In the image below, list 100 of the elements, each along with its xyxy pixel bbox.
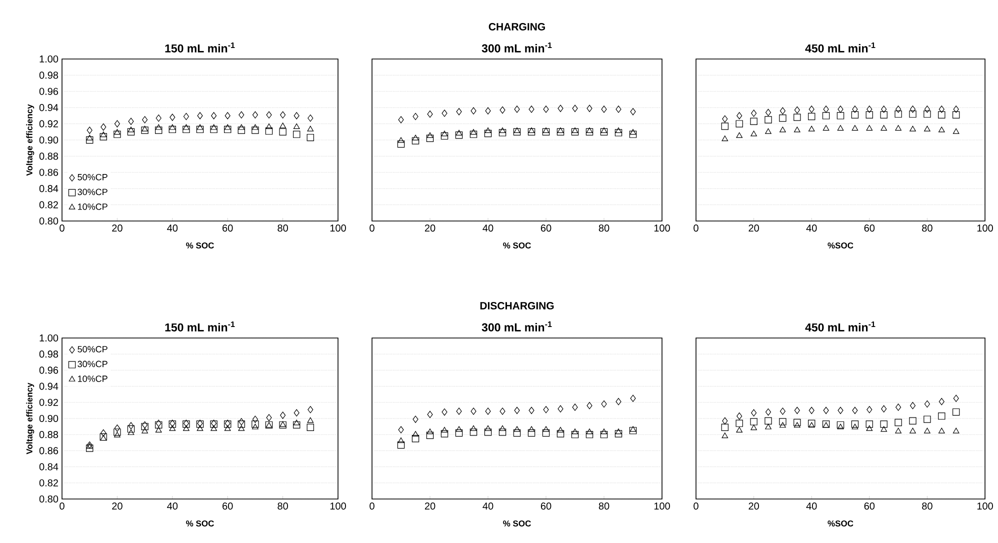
- y-tick-label: 0.82: [39, 479, 58, 486]
- point: [412, 430, 419, 437]
- point: [851, 420, 859, 428]
- chart-subtitle: 300 mL min$^{-1}$: [482, 42, 552, 52]
- point: [183, 112, 189, 120]
- point: [238, 418, 244, 426]
- point: [128, 126, 134, 132]
- point: [293, 123, 300, 129]
- point: [910, 106, 916, 113]
- point: [455, 429, 463, 437]
- point: [722, 115, 728, 123]
- y-tick-label: 0.92: [39, 120, 58, 128]
- point: [427, 110, 433, 118]
- legend-label: 10%CP: [78, 204, 108, 210]
- point: [293, 420, 300, 426]
- y-tick-label: 0.98: [39, 350, 58, 358]
- point: [765, 108, 772, 116]
- point: [557, 127, 564, 134]
- point: [600, 428, 608, 434]
- point: [780, 107, 786, 114]
- point: [528, 429, 536, 437]
- point: [895, 125, 902, 131]
- point: [528, 406, 534, 414]
- point: [397, 140, 405, 148]
- point: [128, 422, 134, 430]
- point: [750, 418, 758, 426]
- y-tick-label: 0.96: [39, 88, 58, 95]
- point: [470, 408, 476, 415]
- point: [127, 425, 135, 433]
- point: [100, 433, 108, 441]
- point: [114, 428, 121, 436]
- point: [514, 406, 520, 414]
- point: [210, 126, 218, 134]
- point: [456, 426, 462, 432]
- x-tick-label: 20: [424, 224, 436, 232]
- point: [837, 424, 844, 430]
- point: [880, 125, 888, 131]
- point: [183, 124, 190, 130]
- point: [470, 425, 477, 431]
- legend-label: 30%CP: [78, 188, 108, 196]
- point: [196, 124, 204, 130]
- point: [252, 124, 258, 130]
- point: [155, 126, 162, 134]
- point: [924, 110, 931, 118]
- y-axis-title: Voltage efficiency: [26, 104, 34, 176]
- point: [722, 136, 728, 142]
- x-tick-label: 60: [222, 502, 233, 510]
- point: [851, 111, 859, 118]
- point: [127, 128, 135, 136]
- point: [514, 127, 520, 134]
- point: [837, 125, 844, 131]
- legend-label: 10%CP: [78, 376, 108, 382]
- point: [155, 421, 162, 429]
- x-tick-label: 40: [482, 502, 494, 510]
- x-tick-label: 20: [748, 224, 759, 232]
- point: [266, 111, 272, 118]
- point: [601, 106, 607, 113]
- point: [211, 112, 217, 120]
- x-axis-title: % SOC: [503, 520, 531, 526]
- x-tick-label: 40: [482, 224, 494, 232]
- point: [852, 406, 858, 414]
- point: [441, 130, 448, 136]
- point: [880, 111, 888, 118]
- point: [600, 430, 608, 438]
- point: [630, 426, 636, 432]
- point: [630, 394, 636, 402]
- point: [456, 408, 462, 415]
- y-tick-label: 0.82: [39, 201, 58, 208]
- point: [86, 443, 93, 449]
- point: [794, 106, 800, 114]
- point: [751, 110, 757, 117]
- x-tick-label: 80: [922, 502, 932, 510]
- point: [808, 126, 815, 132]
- point: [586, 127, 593, 134]
- point: [615, 127, 622, 134]
- point: [441, 426, 448, 433]
- x-tick-label: 20: [424, 502, 436, 510]
- point: [866, 125, 873, 131]
- x-tick-label: 40: [806, 502, 817, 510]
- y-tick-label: 0.96: [39, 366, 58, 374]
- point: [938, 428, 945, 434]
- point: [896, 106, 902, 113]
- y-tick-label: 0.84: [39, 463, 58, 470]
- point: [141, 126, 148, 134]
- point: [600, 128, 608, 136]
- y-tick-label: 0.98: [39, 72, 58, 79]
- point: [764, 116, 772, 124]
- point: [498, 129, 506, 136]
- x-axis-title: % SOC: [186, 520, 214, 526]
- point: [142, 126, 148, 132]
- point: [266, 123, 272, 129]
- point: [442, 408, 448, 416]
- x-tick-label: 100: [330, 224, 346, 232]
- point: [630, 129, 636, 135]
- point: [252, 111, 258, 118]
- point: [822, 125, 830, 131]
- x-tick-label: 0: [60, 224, 64, 232]
- point: [265, 127, 273, 135]
- point: [765, 128, 772, 134]
- point: [629, 426, 637, 434]
